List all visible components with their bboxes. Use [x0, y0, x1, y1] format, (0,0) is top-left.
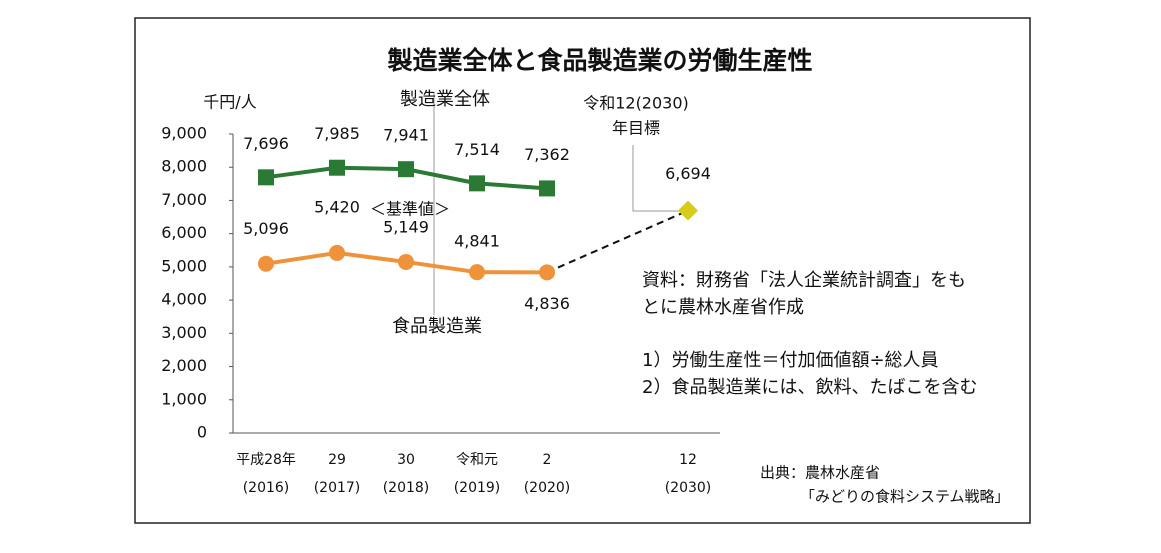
y-tick-label: 2,000	[161, 356, 207, 375]
x-tick-label: (2020)	[524, 480, 571, 496]
marker	[469, 264, 485, 281]
y-tick-label: 7,000	[161, 190, 207, 209]
marker	[678, 200, 698, 221]
x-tick-label: 令和元	[456, 452, 498, 468]
note: 1）労働生産性＝付加価値額÷総人員	[642, 350, 939, 371]
source: 「みどりの食料システム戦略」	[800, 488, 1010, 506]
y-tick-label: 1,000	[161, 389, 207, 408]
series-label: 製造業全体	[400, 89, 490, 110]
y-tick-label: 0	[197, 423, 207, 442]
marker	[539, 264, 555, 281]
x-tick-label: 30	[397, 452, 415, 468]
baseline-label: ＜基準値＞	[370, 200, 450, 219]
data-label: 7,362	[524, 145, 570, 164]
x-tick-label: (2030)	[665, 480, 712, 496]
data-label: 5,420	[314, 197, 360, 216]
marker	[539, 180, 555, 197]
target-label: 令和12(2030)	[583, 94, 689, 113]
data-label: 5,096	[243, 219, 289, 238]
marker	[469, 175, 485, 192]
x-tick-label: 平成28年	[236, 452, 296, 468]
chart-title: 製造業全体と食品製造業の労働生産性	[386, 46, 812, 75]
marker	[329, 244, 345, 261]
note: とに農林水産省作成	[642, 297, 804, 318]
x-tick-label: 12	[679, 452, 697, 468]
marker	[398, 161, 414, 178]
projection-line	[546, 209, 689, 274]
marker	[258, 255, 274, 272]
series-label: 食品製造業	[392, 316, 482, 337]
data-label: 7,514	[454, 140, 500, 159]
marker	[398, 253, 414, 270]
frame	[134, 17, 1031, 524]
data-label: 7,985	[314, 124, 360, 143]
note: 2）食品製造業には、飲料、たばこを含む	[642, 377, 977, 398]
y-tick-label: 6,000	[161, 223, 207, 242]
y-tick-label: 9,000	[161, 124, 207, 143]
y-tick-label: 8,000	[161, 157, 207, 176]
y-axis-label: 千円/人	[203, 93, 256, 112]
data-label: 4,836	[524, 294, 570, 313]
data-label: 7,696	[243, 134, 289, 153]
y-tick-label: 4,000	[161, 290, 207, 309]
source: 出典：農林水産省	[760, 464, 880, 482]
x-tick-label: 2	[543, 452, 552, 468]
x-tick-label: 29	[328, 452, 346, 468]
y-tick-label: 5,000	[161, 256, 207, 275]
data-label: 5,149	[383, 217, 429, 236]
x-tick-label: (2018)	[383, 480, 430, 496]
y-tick-label: 3,000	[161, 323, 207, 342]
marker	[258, 169, 274, 186]
data-label: 6,694	[665, 164, 711, 183]
x-tick-label: (2019)	[454, 480, 501, 496]
data-label: 4,841	[454, 232, 500, 251]
note: 資料：財務省「法人企業統計調査」をも	[642, 270, 966, 291]
data-label: 7,941	[383, 126, 429, 145]
x-tick-label: (2016)	[243, 480, 290, 496]
marker	[329, 159, 345, 176]
target-label: 年目標	[612, 119, 660, 138]
x-tick-label: (2017)	[314, 480, 361, 496]
callout-line	[632, 145, 688, 212]
